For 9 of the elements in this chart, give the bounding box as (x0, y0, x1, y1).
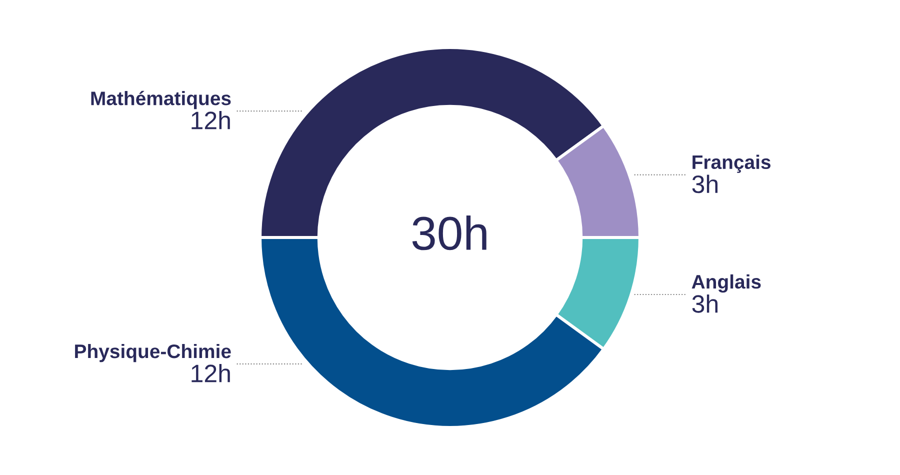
data-label: 3h (692, 174, 718, 194)
text: 30h (412, 215, 486, 250)
data-label: 12h (192, 364, 230, 382)
slice-label: Français (692, 154, 770, 173)
data-label: 12h (192, 111, 230, 130)
data-label: 3h (692, 294, 718, 313)
slice-label: Anglais (692, 274, 761, 293)
slice-label: Mathématiques (91, 90, 231, 110)
slice-label: Physique-Chimie (75, 344, 231, 362)
